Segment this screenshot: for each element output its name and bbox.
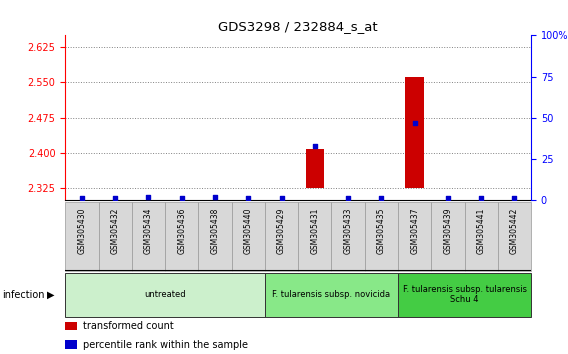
Point	[144, 194, 153, 200]
Bar	[232, 202, 265, 271]
Point	[510, 195, 519, 201]
Bar	[198, 202, 232, 271]
Bar	[465, 202, 498, 271]
Bar	[132, 202, 165, 271]
Point	[410, 120, 419, 125]
Text: GSM305441: GSM305441	[477, 207, 486, 254]
Bar	[398, 273, 531, 317]
Bar	[265, 202, 298, 271]
Bar	[65, 341, 77, 349]
Point	[444, 195, 453, 201]
Point	[344, 195, 353, 201]
Text: GSM305438: GSM305438	[211, 207, 219, 254]
Text: GSM305437: GSM305437	[410, 207, 419, 254]
Bar	[99, 202, 132, 271]
Text: F. tularensis subsp. tularensis
Schu 4: F. tularensis subsp. tularensis Schu 4	[403, 285, 527, 304]
Point	[211, 194, 220, 200]
Text: GSM305436: GSM305436	[177, 207, 186, 254]
Text: untreated: untreated	[144, 290, 186, 299]
Bar	[406, 77, 424, 188]
Text: percentile rank within the sample: percentile rank within the sample	[83, 340, 248, 350]
Text: infection: infection	[2, 290, 44, 300]
Bar	[398, 202, 431, 271]
Text: transformed count: transformed count	[83, 321, 174, 331]
Text: ▶: ▶	[47, 290, 55, 300]
Text: GSM305439: GSM305439	[444, 207, 452, 254]
Bar	[65, 322, 77, 330]
Text: GSM305435: GSM305435	[377, 207, 386, 254]
Text: GSM305433: GSM305433	[344, 207, 353, 254]
Bar	[65, 202, 99, 271]
Bar	[65, 273, 265, 317]
Point	[77, 195, 86, 201]
Bar	[332, 202, 365, 271]
Bar	[365, 202, 398, 271]
Point	[111, 195, 120, 201]
Text: F. tularensis subsp. novicida: F. tularensis subsp. novicida	[273, 290, 391, 299]
Bar	[498, 202, 531, 271]
Text: GSM305429: GSM305429	[277, 207, 286, 254]
Point	[477, 195, 486, 201]
Text: GSM305432: GSM305432	[111, 207, 120, 254]
Title: GDS3298 / 232884_s_at: GDS3298 / 232884_s_at	[218, 20, 378, 33]
Bar	[298, 202, 332, 271]
Point	[244, 195, 253, 201]
Bar	[265, 273, 398, 317]
Text: GSM305442: GSM305442	[510, 207, 519, 254]
Point	[177, 195, 186, 201]
Bar	[165, 202, 198, 271]
Text: GSM305430: GSM305430	[77, 207, 86, 254]
Text: GSM305431: GSM305431	[310, 207, 319, 254]
Bar	[306, 149, 324, 188]
Point	[310, 143, 319, 149]
Text: GSM305434: GSM305434	[144, 207, 153, 254]
Point	[277, 195, 286, 201]
Point	[377, 195, 386, 201]
Bar	[431, 202, 465, 271]
Text: GSM305440: GSM305440	[244, 207, 253, 254]
